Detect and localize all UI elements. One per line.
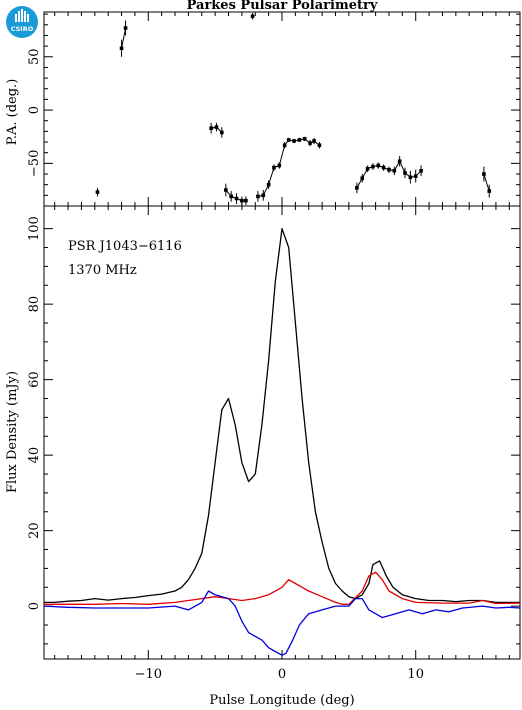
pa-point [244,198,248,203]
pa-point [277,163,282,168]
frequency-annotation: 1370 MHz [68,263,137,278]
pa-point [482,172,486,176]
x-tick-label: 10 [407,667,424,682]
pa-point [360,176,365,181]
pa-point [308,141,312,145]
x-tick-label: −10 [135,667,162,682]
pa-point [214,125,219,129]
pa-point [266,182,271,187]
pa-point [297,138,302,142]
flux-y-tick-label: 40 [27,447,42,464]
pa-point [387,167,391,172]
flux-axis-ticks: 0 20 40 60 80 100 −10 0 10 [27,206,520,682]
flux-y-tick-label: 80 [27,296,42,313]
csiro-logo: CSIRO [6,6,38,38]
pa-point [355,186,359,190]
pa-curve [257,138,320,197]
linear-polarization-line [44,571,521,605]
pa-point [408,175,413,180]
pa-point [487,189,492,193]
pa-point [282,143,287,148]
flux-data [43,228,521,656]
pa-point [220,130,224,135]
pa-y-tick-label: −50 [27,150,42,177]
csiro-logo-text: CSIRO [11,25,34,33]
csiro-logo-bars [15,9,29,22]
pa-y-tick-label: 0 [27,106,42,114]
pa-point [119,46,124,51]
total-intensity-line [44,228,520,604]
pa-point [234,196,239,201]
pa-point [261,193,266,198]
pa-curve [356,160,422,189]
pa-y-axis-label: P.A. (deg.) [5,79,20,146]
logo-bar [18,11,20,22]
pa-point [224,188,228,192]
pa-point [209,126,213,130]
pa-curve [121,27,127,49]
pa-point [292,139,296,143]
pa-point [403,171,407,175]
flux-y-tick-label: 60 [27,371,42,388]
logo-bar [24,11,26,22]
pa-point [397,159,402,164]
pa-point [312,139,316,143]
logo-bar [21,9,23,22]
pa-panel-frame [43,11,521,207]
flux-y-tick-label: 100 [27,216,42,241]
pa-point [317,143,322,148]
pa-point [392,169,397,173]
pa-point [371,164,375,169]
pa-point [419,169,423,173]
pa-curve [483,173,490,192]
chart-title: Parkes Pulsar Polarimetry [187,0,378,13]
pa-point [376,163,381,168]
pa-point [95,190,100,194]
pa-point [123,26,128,30]
pa-y-tick-label: 50 [27,48,42,65]
pa-data [95,13,492,205]
circular-polarization-line [43,590,521,656]
pa-point [250,14,255,19]
pa-point [272,165,276,170]
logo-bar [27,14,29,22]
pa-point [381,165,386,170]
pa-axis-ticks: −50 0 50 [27,12,520,206]
flux-y-axis-label: Flux Density (mJy) [5,371,20,493]
x-tick-label: 0 [278,667,286,682]
pa-point [302,137,307,141]
pa-point [229,194,233,199]
pa-point [240,198,244,203]
x-axis-label: Pulse Longitude (deg) [209,693,354,708]
pa-point [413,174,418,178]
flux-y-tick-label: 20 [27,522,42,539]
pa-point [256,194,260,199]
flux-y-tick-label: 0 [27,602,42,610]
pulsar-name-annotation: PSR J1043−6116 [68,239,182,254]
pa-point [365,166,370,171]
logo-bar [15,14,17,22]
pa-point [286,138,291,142]
